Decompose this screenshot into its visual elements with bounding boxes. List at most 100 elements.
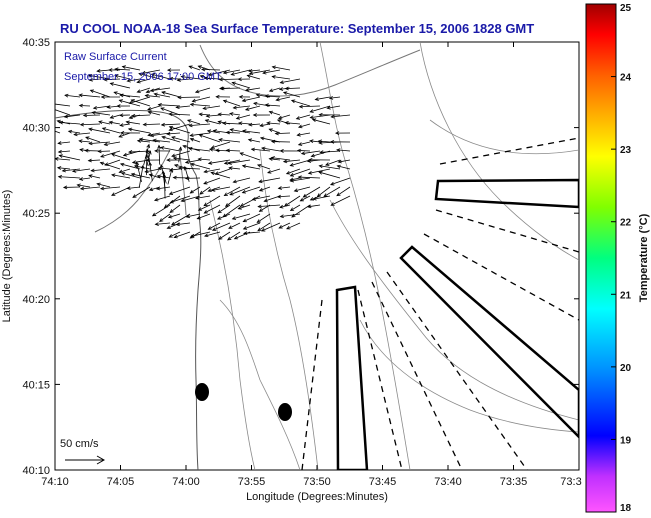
current-vector-head xyxy=(173,234,178,239)
current-vector xyxy=(137,87,151,93)
current-vector xyxy=(329,96,341,99)
current-vector-head xyxy=(199,190,204,195)
current-vector-head xyxy=(109,115,114,119)
current-vector-head xyxy=(73,132,78,137)
current-vector-head xyxy=(79,148,84,152)
current-vector xyxy=(204,204,221,214)
current-vector-head xyxy=(171,136,176,140)
current-vector xyxy=(242,96,261,102)
current-vector-head xyxy=(248,68,253,73)
current-vector-head xyxy=(217,112,222,117)
current-vector xyxy=(161,123,181,126)
current-vector-head xyxy=(169,168,173,173)
current-vector xyxy=(272,66,291,71)
scale-vector-label: 50 cm/s xyxy=(60,438,99,450)
current-vector xyxy=(248,139,261,143)
current-vector xyxy=(195,87,211,93)
colorbar-tick-label: 19 xyxy=(620,435,632,446)
current-vector xyxy=(55,158,71,161)
colorbar-tick-label: 20 xyxy=(620,363,632,374)
current-vector-head xyxy=(225,148,230,153)
current-vector-head xyxy=(297,142,303,146)
current-vector-head xyxy=(268,128,273,132)
current-vector xyxy=(307,204,321,208)
current-vector xyxy=(190,186,201,194)
current-vector xyxy=(267,168,281,174)
current-vector-head xyxy=(144,93,149,98)
current-vector xyxy=(129,96,151,104)
current-vector-head xyxy=(188,146,193,151)
current-vector-head xyxy=(278,87,284,91)
current-vector-head xyxy=(258,208,263,212)
current-vector xyxy=(154,93,171,98)
current-vector-head xyxy=(171,153,176,158)
current-vector-head xyxy=(189,102,194,107)
current-vector xyxy=(190,163,211,170)
current-vector-head xyxy=(312,196,317,201)
current-vector xyxy=(131,99,151,107)
current-vector-head xyxy=(169,209,174,213)
current-vector-head xyxy=(218,77,223,82)
current-vector xyxy=(223,100,241,107)
current-vector-head xyxy=(270,139,276,144)
current-vector-head xyxy=(250,147,256,152)
current-vector-head xyxy=(136,139,142,143)
current-vector xyxy=(277,119,291,125)
current-vector-head xyxy=(268,110,273,115)
current-vector-head xyxy=(162,173,167,178)
current-vector xyxy=(211,172,231,179)
current-vector-head xyxy=(161,91,166,95)
current-vector-head xyxy=(271,65,276,70)
current-vector-head xyxy=(175,222,180,227)
current-vector-head xyxy=(114,67,119,72)
current-vector xyxy=(261,147,281,152)
current-vector xyxy=(181,76,201,80)
current-vector xyxy=(256,213,271,223)
current-vector-head xyxy=(307,204,312,209)
current-vector xyxy=(161,136,181,143)
current-vector-head xyxy=(118,134,123,138)
current-vector-head xyxy=(146,143,151,149)
current-vector xyxy=(290,159,311,167)
current-vector xyxy=(226,149,241,152)
current-vector-head xyxy=(298,104,304,109)
current-vector-head xyxy=(244,87,250,92)
current-vector-head xyxy=(326,105,331,110)
current-vector xyxy=(143,123,161,126)
current-vector-head xyxy=(276,119,282,123)
current-vector xyxy=(232,213,251,220)
current-vector xyxy=(197,213,211,220)
current-vector xyxy=(188,147,211,152)
current-vector-head xyxy=(246,74,251,79)
current-vector-head xyxy=(85,136,90,140)
current-vector xyxy=(245,105,261,111)
current-vector xyxy=(243,213,261,222)
current-vector-head xyxy=(63,114,69,119)
current-vector-head xyxy=(188,123,193,128)
x-tick-label: 74:00 xyxy=(172,476,200,488)
current-vector xyxy=(317,186,331,197)
current-vector-head xyxy=(100,186,105,191)
current-vector-head xyxy=(268,88,274,93)
current-vector xyxy=(243,222,261,230)
current-vector-head xyxy=(111,173,116,178)
current-vector-head xyxy=(50,129,53,132)
current-vector xyxy=(265,95,281,98)
current-vector-head xyxy=(323,193,328,197)
current-vector xyxy=(336,149,351,152)
current-vector xyxy=(215,168,231,175)
current-vector-head xyxy=(229,191,234,196)
current-vector-head xyxy=(318,171,323,175)
current-vector xyxy=(55,103,71,107)
current-vector-head xyxy=(168,191,174,195)
current-vector xyxy=(297,150,311,152)
current-vectors xyxy=(50,65,351,241)
current-vector xyxy=(199,186,211,195)
current-vector-head xyxy=(128,150,133,154)
current-vector xyxy=(310,105,331,113)
current-vector-head xyxy=(64,93,69,98)
colorbar-tick-label: 23 xyxy=(620,145,632,156)
current-vector xyxy=(298,176,321,179)
current-vector-head xyxy=(289,178,295,183)
current-vector-head xyxy=(144,169,149,174)
